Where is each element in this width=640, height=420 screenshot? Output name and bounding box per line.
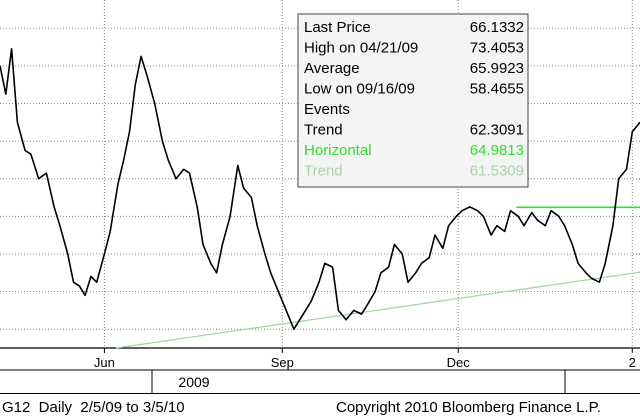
- x-tick-label: 2: [629, 355, 636, 370]
- x-tick-label: Sep: [271, 355, 294, 370]
- year-label: 2009: [178, 374, 209, 390]
- series: [0, 48, 640, 349]
- legend-label: Low on 09/16/09: [304, 81, 415, 98]
- legend-value: 64.9813: [470, 142, 524, 159]
- footer-bar: G12 Daily 2/5/09 to 3/5/10 Copyright 201…: [0, 394, 640, 420]
- legend-box: Last Price 66.1332 High on 04/21/09 73.4053…: [297, 13, 529, 188]
- footer-ticker-range: G12 Daily 2/5/09 to 3/5/10: [2, 399, 185, 416]
- legend-value: 62.3091: [470, 122, 524, 139]
- legend-label: Horizontal: [304, 142, 372, 159]
- legend-label: Events: [304, 101, 350, 118]
- legend-label: Trend: [304, 122, 343, 139]
- trend-line: [115, 271, 640, 349]
- legend-label: Trend: [304, 163, 343, 180]
- legend-label: High on 04/21/09: [304, 40, 418, 57]
- x-tick-label: Jun: [94, 355, 115, 370]
- x-tick-label: Dec: [447, 355, 471, 370]
- legend-label: Average: [304, 60, 360, 77]
- legend-value: 66.1332: [470, 19, 524, 36]
- legend-background: [297, 13, 529, 188]
- price-line: [0, 48, 640, 331]
- legend-value: 61.5309: [470, 163, 524, 180]
- price-chart: Jun Sep Dec 2 2009 Last Price 66.1332 High on …: [0, 0, 640, 394]
- legend-value: 58.4655: [470, 81, 524, 98]
- footer-copyright: Copyright 2010 Bloomberg Finance L.P.: [336, 399, 601, 416]
- legend-value: 65.9923: [470, 60, 524, 77]
- legend-label: Last Price: [304, 19, 371, 36]
- legend-value: 73.4053: [470, 40, 524, 57]
- x-axis: Jun Sep Dec 2 2009: [0, 347, 640, 394]
